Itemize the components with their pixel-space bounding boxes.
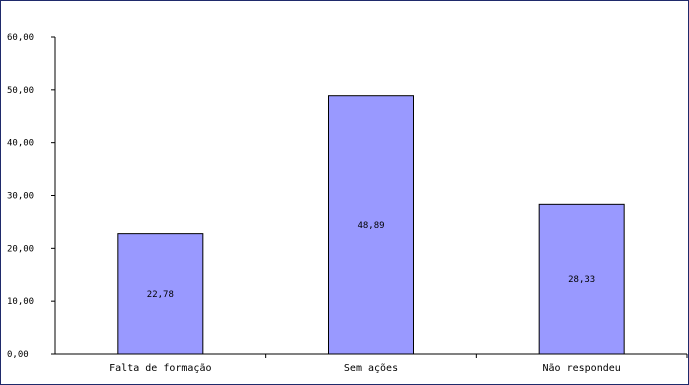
- bar: [538, 203, 625, 355]
- bar-value-label: 22,78: [147, 290, 174, 300]
- bar: [117, 233, 204, 355]
- x-category-label: Sem ações: [344, 363, 398, 374]
- y-tick-label: 60,00: [7, 33, 34, 43]
- y-tick-label: 20,00: [7, 244, 34, 254]
- bar-value-label: 28,33: [568, 275, 595, 285]
- bar-value-label: 48,89: [357, 221, 384, 231]
- x-category-label: Falta de formação: [109, 363, 211, 374]
- bar: [328, 95, 414, 355]
- y-axis-ticks: 0,00 10,00 20,00 30,00 40,00 50,00 60,00: [7, 33, 55, 360]
- y-tick-label: 40,00: [7, 139, 34, 149]
- bars: 22,78 48,89 28,33: [117, 95, 625, 355]
- y-tick-label: 50,00: [7, 86, 34, 96]
- y-tick-label: 10,00: [7, 297, 34, 307]
- y-tick-label: 30,00: [7, 192, 34, 202]
- axes: [54, 37, 688, 358]
- x-axis-labels: Falta de formação Sem ações Não respondeu: [109, 363, 621, 374]
- x-category-label: Não respondeu: [543, 363, 621, 374]
- y-tick-label: 0,00: [7, 350, 29, 360]
